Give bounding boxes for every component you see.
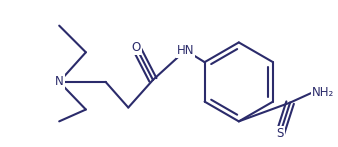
Text: S: S: [276, 127, 284, 140]
Text: HN: HN: [177, 44, 194, 57]
Text: O: O: [131, 41, 141, 54]
Text: NH₂: NH₂: [312, 86, 334, 99]
Text: N: N: [55, 75, 64, 88]
